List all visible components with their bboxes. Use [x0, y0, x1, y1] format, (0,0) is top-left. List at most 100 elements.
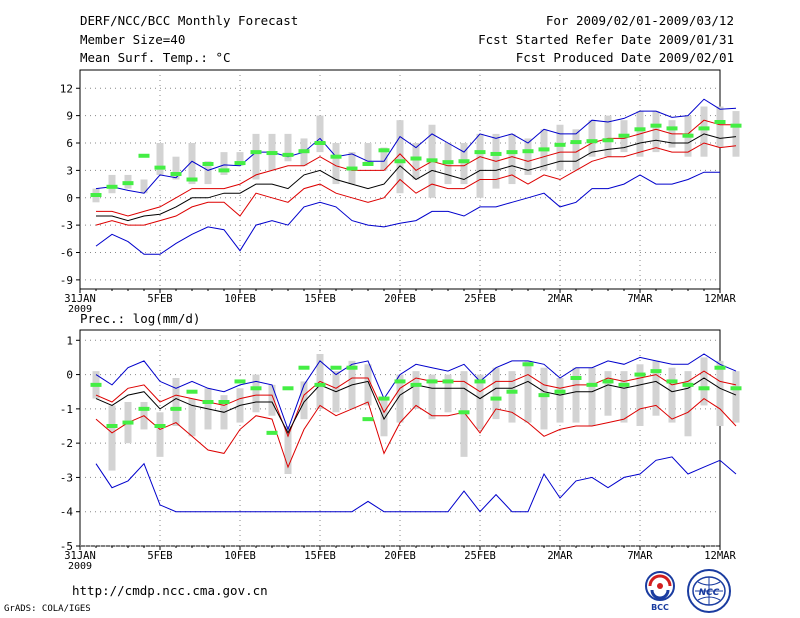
prec-ensemble-mean-marker	[682, 382, 694, 387]
temp-xtick-label: 15FEB	[304, 293, 336, 305]
temp-ensemble-mean-marker	[698, 126, 710, 131]
temp-box	[604, 115, 612, 157]
temp-xtick-label: 5FEB	[147, 293, 172, 305]
prec-xtick-label: 20FEB	[384, 550, 416, 562]
grads-credit: GrADS: COLA/IGES	[4, 604, 91, 614]
temp-xtick-label: 20FEB	[384, 293, 416, 305]
temp-ensemble-mean-marker	[618, 133, 630, 138]
temp-box	[524, 138, 532, 175]
prec-xtick-label: 10FEB	[224, 550, 256, 562]
footer-url[interactable]: http://cmdp.ncc.cma.gov.cn	[72, 583, 268, 598]
prec-ytick-label: -5	[60, 540, 73, 553]
member-size-label: Member Size=40	[80, 32, 186, 47]
prec-ensemble-mean-marker	[506, 389, 518, 394]
temp-box	[396, 120, 404, 194]
prec-box	[540, 367, 548, 430]
prec-box	[668, 367, 676, 423]
prec-box	[396, 374, 404, 423]
temp-xtick-label: 7MAR	[627, 293, 653, 305]
temp-xtick-label: 31JAN	[64, 293, 96, 305]
temp-ensemble-mean-marker	[714, 120, 726, 125]
prec-ensemble-mean-marker	[170, 406, 182, 411]
prec-ensemble-mean-marker	[442, 379, 454, 384]
prec-box	[588, 367, 596, 426]
prec-ensemble-mean-marker	[474, 379, 486, 384]
prec-ensemble-mean-marker	[410, 382, 422, 387]
prec-ensemble-mean-marker	[522, 362, 534, 367]
temp-box	[572, 129, 580, 171]
chart-title: DERF/NCC/BCC Monthly Forecast	[80, 13, 299, 28]
prec-ensemble-mean-marker	[490, 396, 502, 401]
prec-box	[108, 405, 116, 471]
temp-ensemble-mean-marker	[202, 161, 214, 166]
temp-xtick-label: 2009	[68, 304, 92, 315]
prec-series-max	[95, 353, 737, 431]
temp-box	[252, 133, 260, 180]
temp-ensemble-mean-marker	[362, 161, 374, 166]
prec-box	[684, 371, 692, 437]
prec-ytick-label: -2	[60, 437, 73, 450]
prec-ensemble-mean-marker	[634, 372, 646, 377]
temp-box	[236, 152, 244, 166]
temp-ytick-label: 12	[60, 82, 73, 95]
prec-box	[604, 371, 612, 416]
temp-ytick-label: -9	[60, 274, 73, 287]
temp-ytick-label: -6	[60, 247, 73, 260]
prec-box	[364, 364, 372, 406]
prec-ensemble-mean-marker	[394, 379, 406, 384]
prec-ensemble-mean-marker	[666, 379, 678, 384]
prec-xtick-label: 12MAR	[704, 550, 736, 562]
temp-ensemble-mean-marker	[234, 161, 246, 166]
temp-box	[364, 143, 372, 166]
prec-ensemble-mean-marker	[378, 396, 390, 401]
temp-ensemble-mean-marker	[442, 160, 454, 165]
variable-label: Mean Surf. Temp.: °C	[80, 50, 231, 65]
prec-box	[428, 374, 436, 420]
prec-xtick-label: 5FEB	[147, 550, 172, 562]
temp-box	[140, 179, 148, 194]
prec-ensemble-mean-marker	[250, 386, 262, 391]
prec-box	[380, 398, 388, 437]
prec-ensemble-mean-marker	[602, 379, 614, 384]
temp-xtick-label: 2MAR	[547, 293, 573, 305]
bcc-logo: BCC	[645, 571, 675, 612]
temp-box	[700, 106, 708, 157]
temp-ensemble-mean-marker	[682, 133, 694, 138]
temp-ensemble-mean-marker	[506, 150, 518, 155]
temp-ytick-label: 0	[66, 192, 73, 205]
prec-ytick-label: 1	[66, 334, 73, 347]
temp-series-mean	[96, 133, 737, 222]
temp-box	[316, 115, 324, 153]
prec-xtick-label: 7MAR	[627, 550, 653, 562]
prec-box	[732, 371, 740, 423]
temp-box	[284, 133, 292, 162]
prec-ensemble-mean-marker	[90, 382, 102, 387]
temp-box	[220, 152, 228, 175]
temp-box	[716, 106, 724, 148]
temp-ensemble-mean-marker	[378, 148, 390, 153]
prec-panel-title: Prec.: log(mm/d)	[80, 311, 200, 326]
prec-ensemble-mean-marker	[298, 365, 310, 370]
temp-ensemble-mean-marker	[730, 123, 742, 128]
prec-box	[556, 378, 564, 423]
temp-ensemble-mean-marker	[394, 159, 406, 164]
temp-ensemble-mean-marker	[570, 140, 582, 145]
temp-xtick-label: 10FEB	[224, 293, 256, 305]
temp-ensemble-mean-marker	[90, 193, 102, 198]
prec-box	[524, 360, 532, 423]
prec-box	[700, 357, 708, 406]
prec-box	[620, 371, 628, 423]
prec-ensemble-mean-marker	[618, 382, 630, 387]
temp-box	[412, 143, 420, 180]
start-date-label: Fcst Started Refer Date 2009/01/31	[478, 32, 734, 47]
prec-ensemble-mean-marker	[458, 410, 470, 415]
temp-ensemble-mean-marker	[586, 139, 598, 144]
temp-ensemble-mean-marker	[410, 156, 422, 161]
prec-ensemble-mean-marker	[426, 379, 438, 384]
temp-ensemble-mean-marker	[426, 158, 438, 163]
prec-box	[412, 371, 420, 409]
temp-box	[588, 120, 596, 157]
temp-box	[476, 133, 484, 198]
